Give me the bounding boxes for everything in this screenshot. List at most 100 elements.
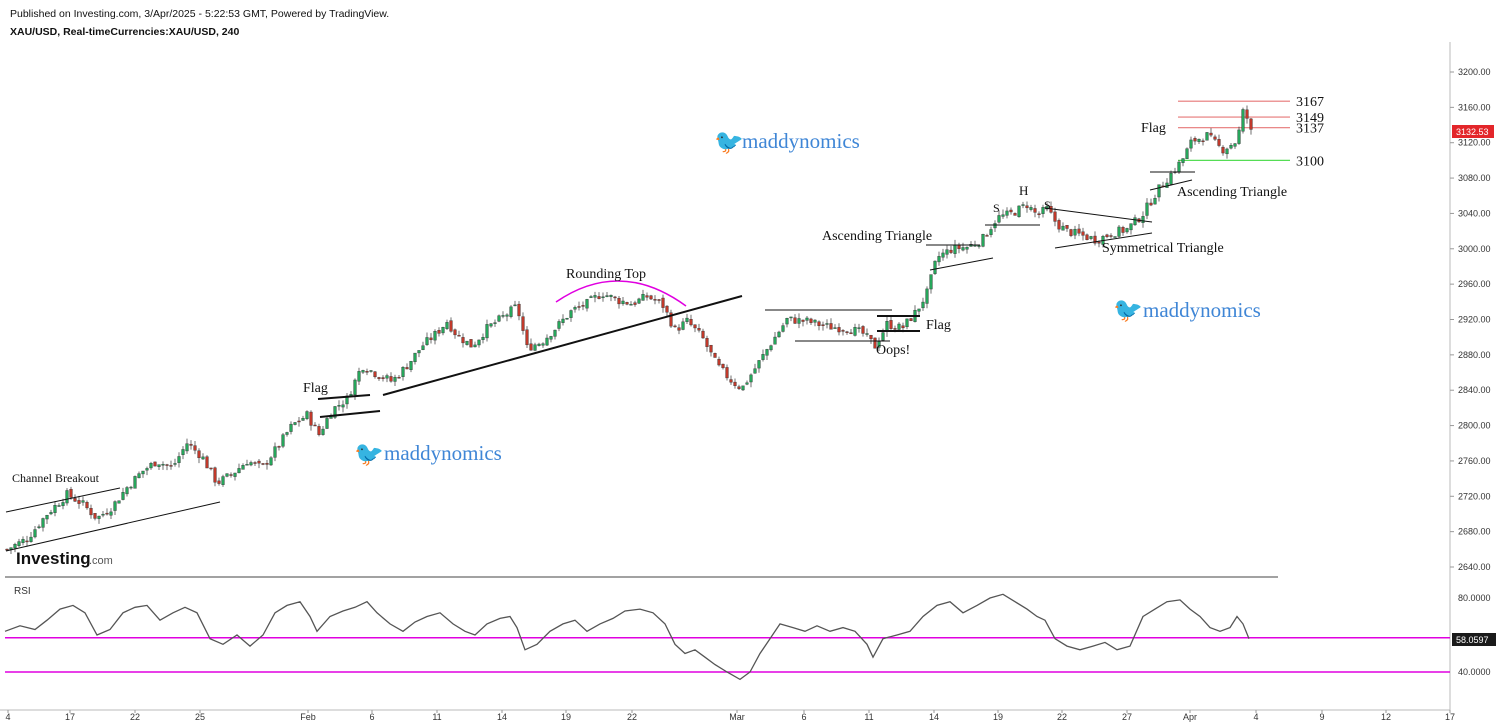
candle-body — [737, 386, 741, 389]
candle-body — [1109, 235, 1113, 237]
rsi-tick-label: 40.0000 — [1458, 667, 1491, 677]
price-tick-label: 3000.00 — [1458, 244, 1491, 254]
time-tick-label: 22 — [1057, 712, 1067, 722]
candle-body — [1041, 207, 1045, 214]
flag-lower-line — [319, 410, 381, 418]
candle-body — [825, 323, 829, 325]
candle-body — [1233, 143, 1237, 147]
candle-body — [757, 360, 761, 369]
annotation-label: Flag — [303, 381, 328, 396]
twitter-bird-icon: 🐦 — [354, 440, 384, 468]
candle-body — [97, 515, 101, 519]
candle-body — [997, 215, 1001, 223]
candle-body — [809, 318, 813, 323]
candle-body — [897, 323, 901, 330]
time-tick-label: 14 — [497, 712, 507, 722]
candle-body — [1153, 198, 1157, 205]
candle-body — [1077, 228, 1081, 234]
candle-body — [553, 329, 557, 337]
sym-triangle-upper-line — [1044, 207, 1153, 223]
candle-body — [989, 229, 993, 235]
candle-body — [53, 505, 57, 513]
time-tick-label: 6 — [801, 712, 806, 722]
candle-body — [465, 340, 469, 345]
candle-body — [1061, 225, 1065, 231]
candle-body — [549, 336, 553, 340]
candle-body — [241, 465, 245, 470]
candle-body — [337, 405, 341, 407]
candle-body — [769, 345, 773, 351]
time-tick-label: 17 — [1445, 712, 1455, 722]
candle-body — [557, 321, 561, 329]
candle-body — [877, 341, 881, 348]
candle-body — [1185, 148, 1189, 159]
candle-body — [505, 314, 509, 317]
rsi-value-badge: 58.0597 — [1452, 633, 1496, 646]
triangle-rising-line — [929, 257, 994, 271]
candle-body — [977, 245, 981, 247]
candle-body — [789, 316, 793, 319]
candle-body — [61, 502, 65, 507]
candle-body — [909, 318, 913, 321]
candle-body — [305, 411, 309, 419]
candle-body — [117, 500, 121, 504]
investing-logo: Investing .com — [16, 549, 113, 568]
candle-body — [1217, 139, 1221, 146]
candle-body — [89, 508, 93, 516]
candle-body — [325, 418, 329, 429]
candle-body — [601, 296, 605, 299]
candle-body — [693, 324, 697, 329]
candle-body — [689, 319, 693, 326]
candle-body — [1005, 210, 1009, 216]
candle-body — [1225, 148, 1229, 155]
candle-body — [1201, 140, 1205, 143]
rounding-top-arc — [555, 280, 687, 307]
candle-body — [1105, 234, 1109, 238]
time-tick-label: 22 — [627, 712, 637, 722]
candle-body — [341, 404, 345, 408]
candle-body — [157, 464, 161, 467]
candle-body — [701, 330, 705, 339]
level-label: 3100 — [1296, 154, 1324, 169]
candle-body — [105, 512, 109, 515]
candle-body — [1189, 139, 1193, 149]
candle-body — [953, 244, 957, 254]
twitter-bird-icon: 🐦 — [1113, 296, 1143, 324]
candle-body — [433, 331, 437, 341]
candle-body — [821, 324, 825, 326]
candle-body — [613, 296, 617, 299]
candle-body — [373, 371, 377, 378]
candle-body — [797, 318, 801, 324]
candle-body — [1085, 234, 1089, 240]
candle-body — [381, 377, 385, 379]
candle-body — [981, 234, 985, 247]
candle-body — [489, 323, 493, 327]
candle-body — [57, 505, 61, 507]
candle-body — [245, 464, 249, 466]
watermark-text: maddynomics — [742, 129, 860, 153]
candle-body — [1237, 129, 1241, 144]
annotation-label: Flag — [926, 318, 951, 333]
rsi-value-label: 58.0597 — [1456, 635, 1489, 645]
candle-body — [777, 331, 781, 338]
candle-body — [837, 327, 841, 333]
annotation-label: Ascending Triangle — [822, 229, 932, 244]
candle-body — [1133, 217, 1137, 226]
annotation-label: S — [1044, 198, 1051, 212]
candle-body — [1013, 213, 1017, 216]
annotation-label: Ascending Triangle — [1177, 185, 1287, 200]
price-tick-label: 3080.00 — [1458, 173, 1491, 183]
time-tick-label: 4 — [5, 712, 10, 722]
candle-body — [417, 350, 421, 354]
candle-body — [1029, 207, 1033, 210]
symbol-header: XAU/USD, Real-timeCurrencies:XAU/USD, 24… — [10, 26, 240, 38]
candle-body — [577, 306, 581, 308]
level-label: 3137 — [1296, 122, 1324, 137]
candle-body — [177, 456, 181, 463]
candle-body — [441, 327, 445, 334]
candle-body — [745, 382, 749, 385]
candle-body — [917, 308, 921, 312]
candle-body — [617, 298, 621, 305]
candle-body — [405, 367, 409, 370]
